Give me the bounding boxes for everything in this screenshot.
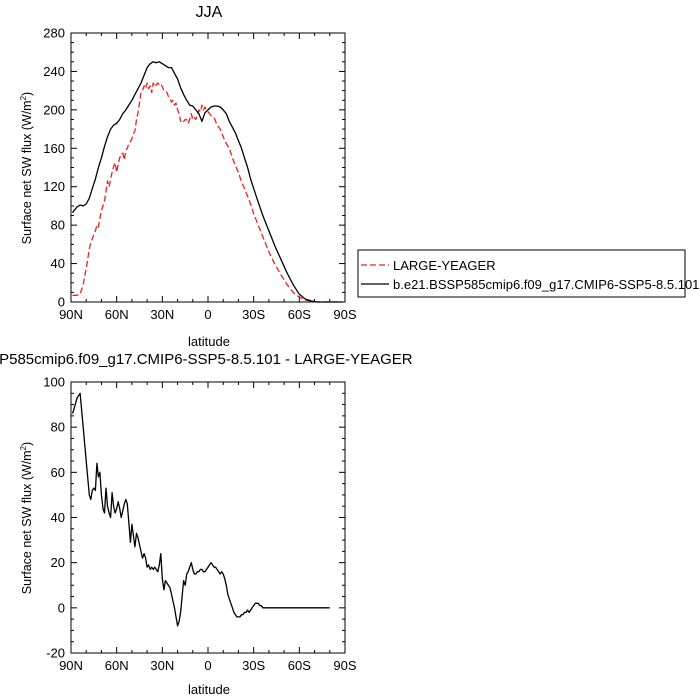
bottom-plot-frame [70,381,346,654]
bottom-x-tick-label: 30S [242,658,265,673]
bottom-y-tick-label: 40 [51,510,65,525]
top-x-tick-label: 60S [288,307,311,322]
bottom-y-tick-label: 60 [51,465,65,480]
top-x-tick-label: 0 [204,307,211,322]
top-x-tick-label: 90N [59,307,83,322]
bottom-y-tick-label: 100 [43,375,65,390]
bottom-chart-axes: 90N 60N 30N 0 30S 60S 90S -20 0 20 40 60 80 100 [43,375,357,674]
bottom-chart-y-label: Surface net SW flux (W/m2) [19,442,34,594]
top-chart-axes: 90N 60N 30N 0 30S 60S 90S 0 40 80 120 160 200 240 280 [43,26,357,323]
legend-label-model: b.e21.BSSP585cmip6.f09_g17.CMIP6-SSP5-8.… [393,277,699,292]
top-x-tick-label: 30N [150,307,174,322]
legend-box [357,249,686,298]
bottom-chart-title: b.e21.BSSP585cmip6.f09_g17.CMIP6-SSP5-8.… [0,351,413,368]
top-y-tick-label: 80 [51,218,65,233]
bottom-chart-series [71,392,330,627]
bottom-y-tick-label: 20 [51,555,65,570]
bottom-chart-panel: b.e21.BSSP585cmip6.f09_g17.CMIP6-SSP5-8.… [0,351,413,697]
top-y-tick-label: 120 [43,179,65,194]
top-series-line-1 [71,61,342,303]
bottom-x-tick-label: 90N [59,658,83,673]
top-x-tick-label: 30S [242,307,265,322]
top-plot-frame [70,32,346,303]
bottom-series-line-0 [71,392,330,627]
bottom-y-tick-label: 80 [51,420,65,435]
top-chart-legend: LARGE-YEAGER b.e21.BSSP585cmip6.f09_g17.… [357,249,699,298]
top-y-tick-label: 240 [43,64,65,79]
top-y-tick-label: 40 [51,256,65,271]
bottom-chart-x-label: latitude [188,682,230,697]
top-x-tick-label: 90S [333,307,356,322]
legend-label-large-yeager: LARGE-YEAGER [393,258,496,273]
top-y-tick-label: 0 [58,295,65,310]
top-chart-panel: JJA 90N 60N 30N 0 30S 60S 90S 0 40 80 120 160 200 240… [19,4,357,349]
bottom-x-tick-label: 60N [105,658,129,673]
top-x-tick-label: 60N [105,307,129,322]
top-series-line-0 [72,82,342,303]
top-chart-series [71,61,342,303]
bottom-y-tick-label: 0 [58,600,65,615]
top-chart-title: JJA [196,4,223,21]
bottom-y-tick-label: -20 [46,646,65,661]
top-y-tick-label: 160 [43,141,65,156]
bottom-x-tick-label: 0 [204,658,211,673]
top-y-tick-label: 280 [43,26,65,41]
bottom-x-tick-label: 30N [150,658,174,673]
bottom-x-tick-label: 90S [333,658,356,673]
top-chart-x-label: latitude [188,334,230,349]
bottom-x-tick-label: 60S [288,658,311,673]
top-y-tick-label: 200 [43,102,65,117]
top-chart-y-label: Surface net SW flux (W/m2) [19,92,34,244]
